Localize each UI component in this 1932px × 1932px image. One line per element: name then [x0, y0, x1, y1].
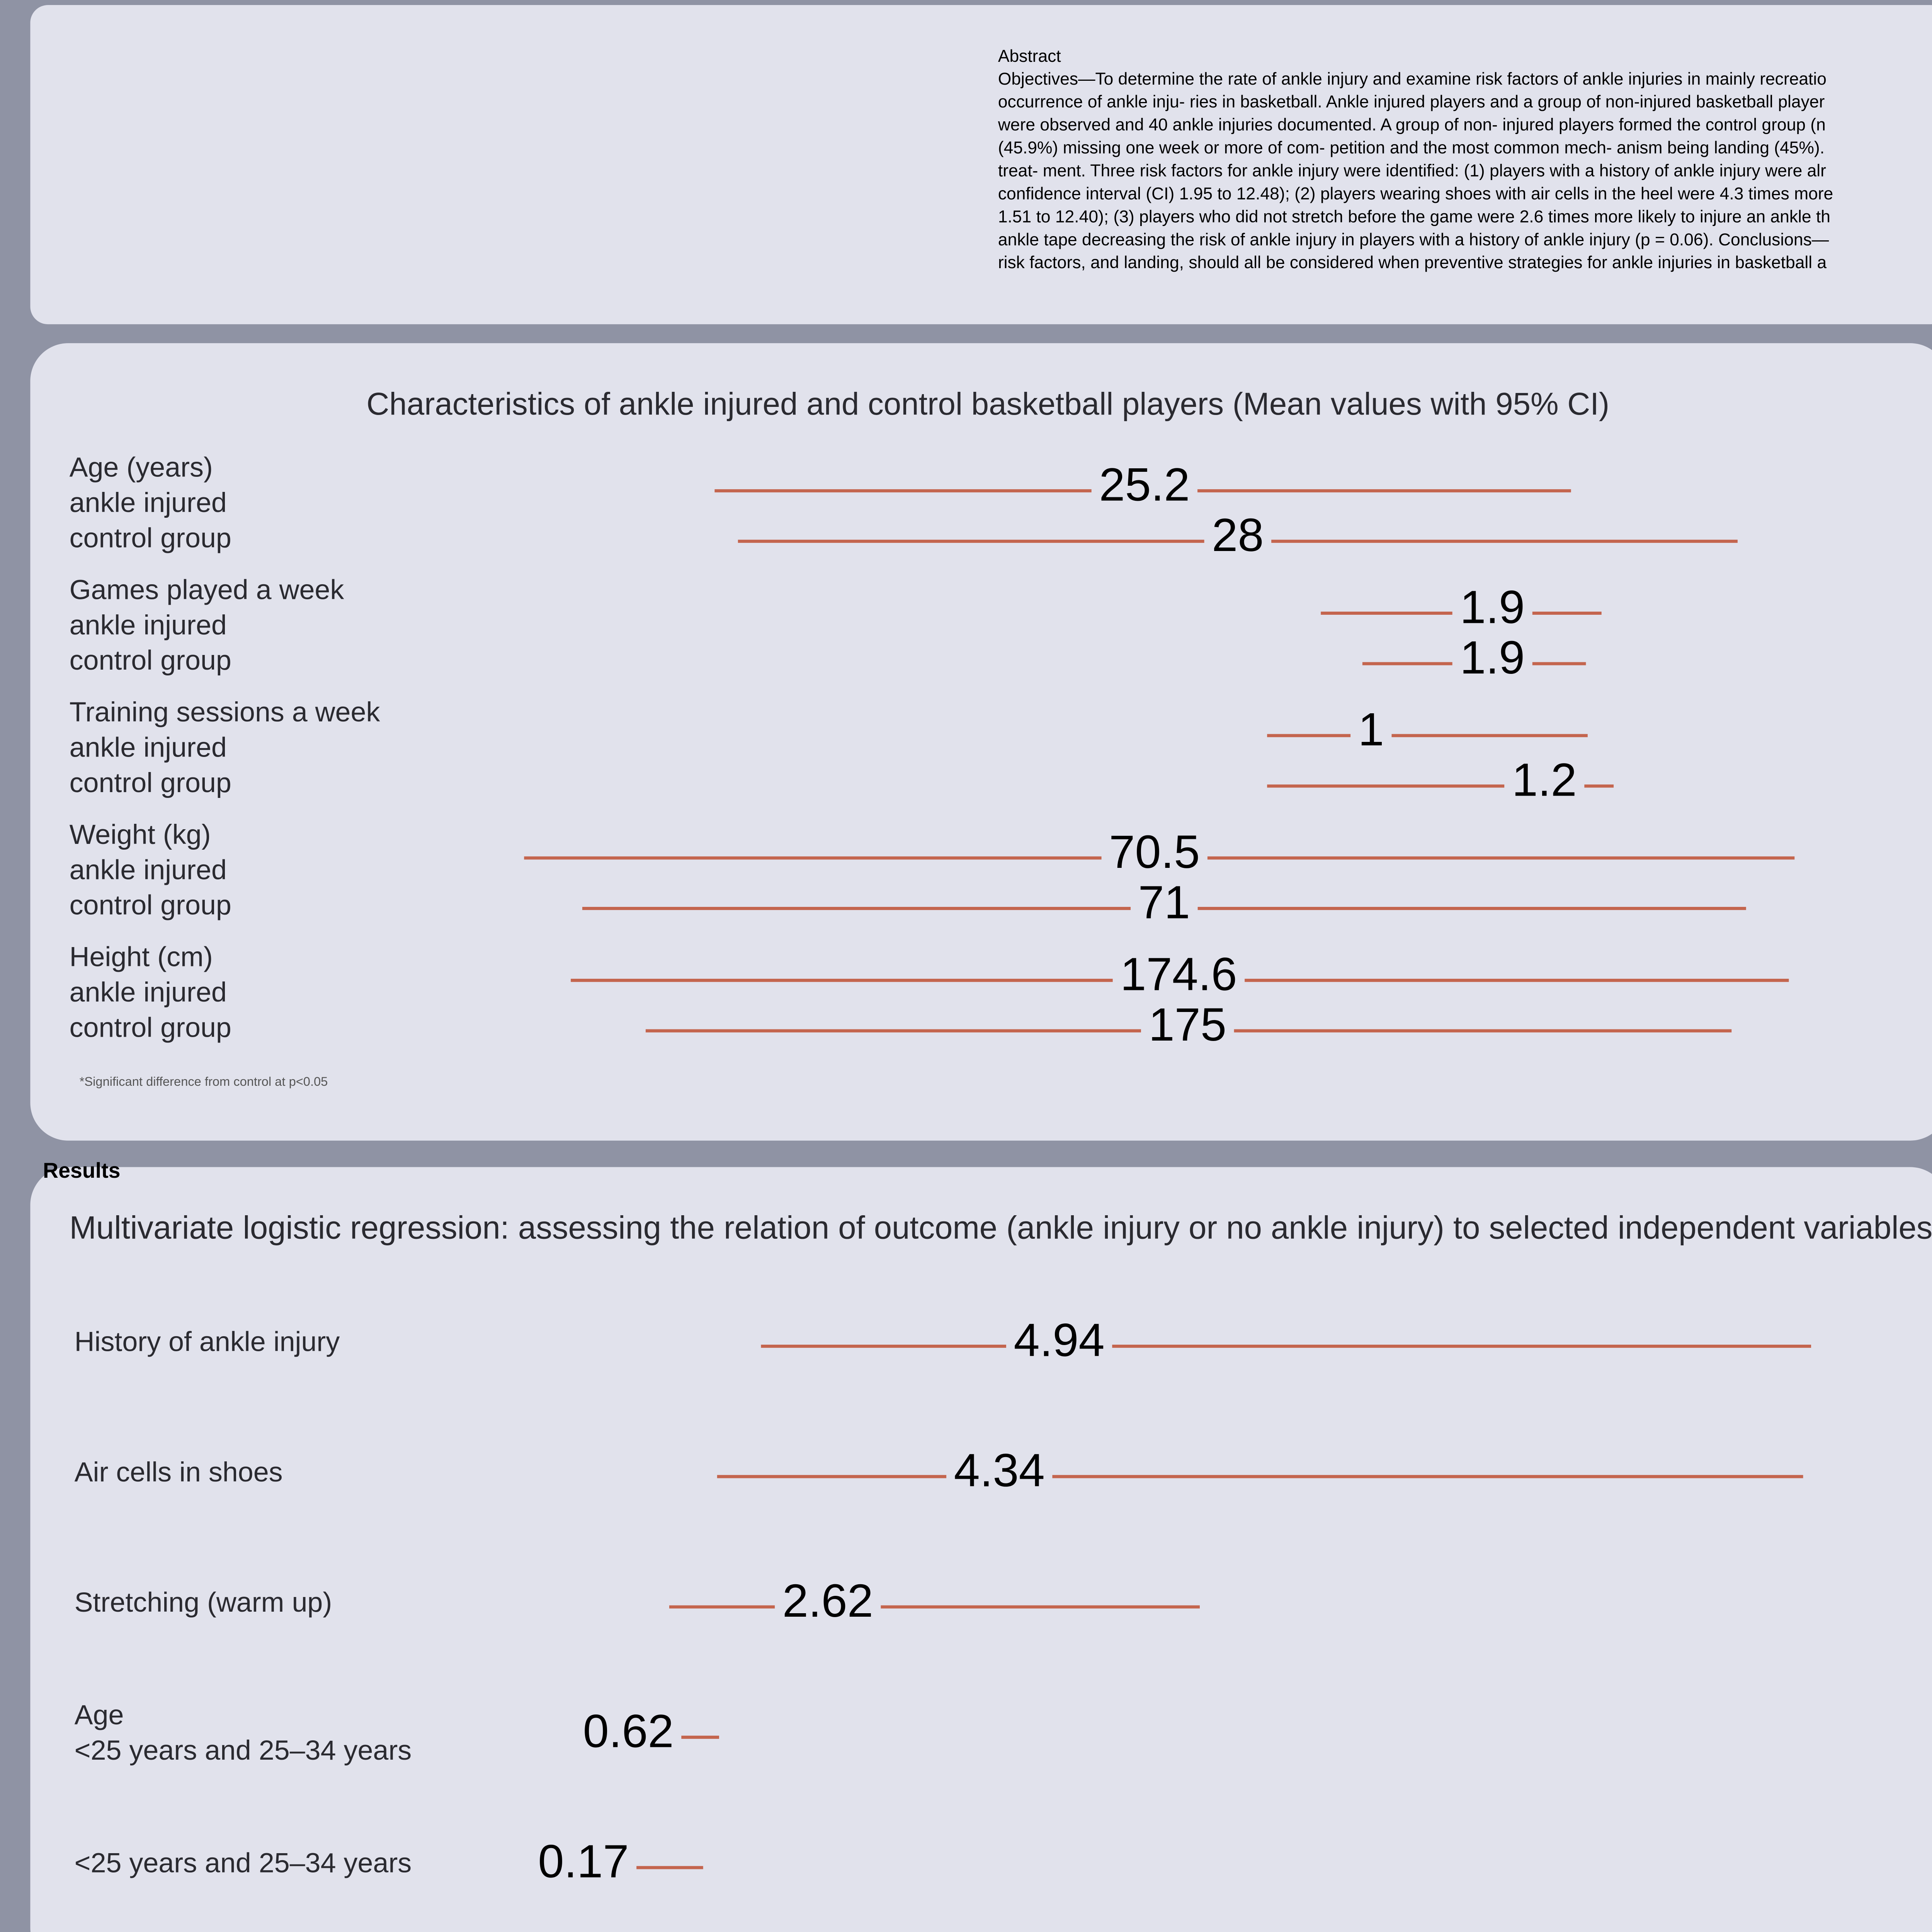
estimate-label: 175 — [1148, 998, 1226, 1051]
row-label: ankle injured — [70, 977, 227, 1008]
row-label: control group — [70, 645, 231, 676]
estimate-label: 4.34 — [954, 1444, 1045, 1497]
group-label: Age (years) — [70, 452, 213, 483]
abstract-line: (45.9%) missing one week or more of com-… — [998, 138, 1825, 157]
group-label: Height (cm) — [70, 942, 213, 973]
group-label: Games played a week — [70, 574, 345, 605]
abstract-line: confidence interval (CI) 1.95 to 12.48);… — [998, 184, 1833, 203]
chart-panel — [30, 1167, 1932, 1932]
estimate-label: 70.5 — [1109, 826, 1200, 878]
section-label: Results — [43, 1158, 120, 1182]
abstract-line: risk factors, and landing, should all be… — [998, 253, 1827, 272]
row-label: control group — [70, 890, 231, 921]
estimate-label: 1.9 — [1460, 581, 1525, 633]
estimate-label: 0.17 — [538, 1835, 629, 1888]
row-label: control group — [70, 523, 231, 554]
row-label: ankle injured — [70, 732, 227, 763]
estimate-label: 4.94 — [1014, 1314, 1105, 1366]
row-label: Age — [75, 1700, 124, 1731]
abstract-heading: Abstract — [998, 47, 1061, 66]
estimate-label: 1 — [1358, 703, 1384, 755]
estimate-label: 71 — [1138, 876, 1190, 928]
estimate-label: 2.62 — [782, 1575, 873, 1627]
row-label: control group — [70, 1012, 231, 1043]
row-label: <25 years and 25–34 years — [75, 1848, 412, 1879]
row-label: ankle injured — [70, 487, 227, 518]
abstract-panel — [30, 5, 1932, 325]
group-label: Weight (kg) — [70, 819, 211, 850]
estimate-label: 1.2 — [1512, 754, 1577, 806]
row-label: control group — [70, 767, 231, 798]
abstract-line: Objectives—To determine the rate of ankl… — [998, 70, 1827, 88]
estimate-label: 0.62 — [583, 1705, 674, 1757]
abstract-line: occurrence of ankle inju- ries in basket… — [998, 92, 1825, 111]
row-label: History of ankle injury — [75, 1327, 340, 1357]
chart-panel — [30, 343, 1932, 1141]
abstract-line: 1.51 to 12.40); (3) players who did not … — [998, 207, 1830, 226]
abstract-line: were observed and 40 ankle injuries docu… — [998, 116, 1826, 134]
row-label: Stretching (warm up) — [75, 1587, 332, 1618]
chart-title: Characteristics of ankle injured and con… — [366, 386, 1609, 422]
row-label: Air cells in shoes — [75, 1457, 283, 1488]
estimate-label: 174.6 — [1120, 948, 1237, 1000]
estimate-label: 28 — [1212, 509, 1264, 561]
estimate-label: 1.9 — [1460, 631, 1525, 684]
chart-title: Multivariate logistic regression: assess… — [70, 1210, 1932, 1246]
estimate-label: 25.2 — [1099, 459, 1190, 511]
row-label: ankle injured — [70, 610, 227, 641]
group-label: Training sessions a week — [70, 697, 381, 728]
row-label: <25 years and 25–34 years — [75, 1735, 412, 1766]
abstract-line: treat- ment. Three risk factors for ankl… — [998, 161, 1826, 180]
row-label: ankle injured — [70, 854, 227, 885]
abstract: Abstract Objectives—To determine the rat… — [998, 47, 1833, 272]
abstract-line: ankle tape decreasing the risk of ankle … — [998, 230, 1829, 249]
footnote: *Significant difference from control at … — [80, 1074, 328, 1088]
